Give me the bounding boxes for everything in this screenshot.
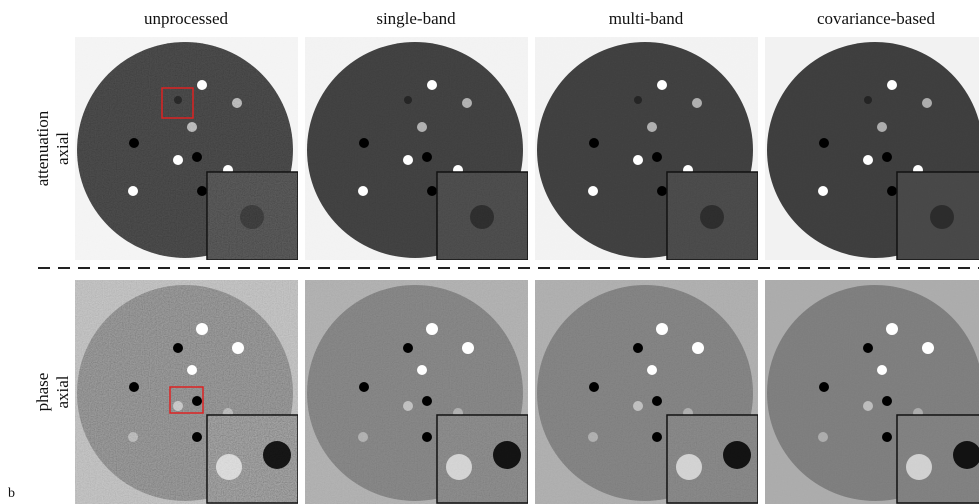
inset-noise: [667, 415, 758, 503]
ct-panel: [765, 37, 979, 260]
inset-noise: [897, 415, 979, 503]
inset-noise: [437, 415, 528, 503]
ct-panel: [535, 37, 758, 260]
column-header: covariance-based: [817, 9, 935, 28]
inset-noise: [897, 172, 979, 260]
ct-panel: [765, 280, 979, 504]
ct-panel: [305, 280, 528, 504]
ct-panel: [75, 37, 298, 260]
inset-noise: [207, 172, 298, 260]
column-header: multi-band: [609, 9, 684, 28]
row-label: phase: [33, 373, 52, 412]
ct-panel: [305, 37, 528, 260]
panel-label: b: [8, 486, 15, 501]
row-label: axial: [53, 375, 72, 408]
ct-panel: [535, 280, 758, 504]
inset-noise: [437, 172, 528, 260]
row-label: axial: [53, 132, 72, 165]
row-label: attenuation: [33, 110, 52, 186]
inset-noise: [667, 172, 758, 260]
ct-panel: [75, 280, 298, 504]
figure: b unprocessed single-band multi-band covari…: [0, 0, 979, 504]
column-header: unprocessed: [144, 9, 229, 28]
inset-noise: [207, 415, 298, 503]
column-header: single-band: [376, 9, 456, 28]
